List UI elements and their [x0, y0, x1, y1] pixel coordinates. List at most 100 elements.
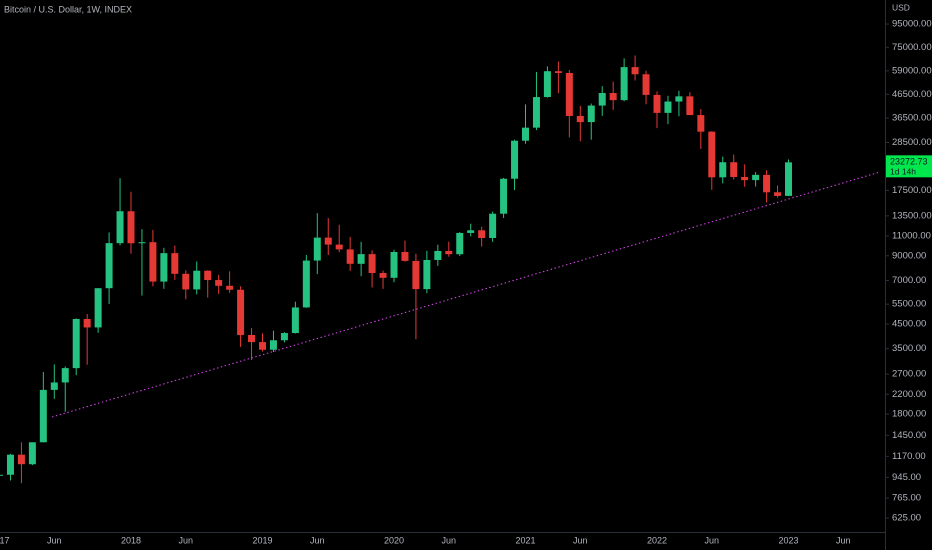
candle-body	[0, 474, 3, 476]
candle-body	[653, 94, 661, 113]
candle-body	[631, 67, 639, 75]
candle-body	[357, 254, 365, 264]
candle-body	[324, 237, 332, 245]
last-price-box	[886, 155, 932, 178]
candle-body	[774, 192, 782, 196]
candle-body	[116, 211, 124, 244]
y-tick-label: 75000.00	[892, 42, 932, 53]
candle-body	[302, 260, 310, 308]
candle-body	[434, 250, 442, 260]
candle-body	[61, 368, 69, 383]
x-tick-label: 2020	[384, 535, 404, 545]
candle-body	[445, 250, 453, 255]
candle-body	[215, 280, 223, 286]
candle-body	[785, 162, 792, 196]
candle-body	[94, 288, 102, 328]
x-tick-label: Jun	[442, 535, 457, 545]
x-tick-label: Jun	[573, 535, 588, 545]
candle-body	[675, 96, 683, 102]
candle-body	[412, 260, 420, 290]
candle-body	[226, 285, 234, 290]
candle-body	[160, 253, 168, 282]
candle-body	[138, 242, 146, 244]
chart-title: Bitcoin / U.S. Dollar, 1W, INDEX	[4, 4, 132, 14]
x-tick-label: Jun	[179, 535, 194, 545]
candle-body	[193, 270, 201, 290]
candle-body	[390, 251, 398, 278]
y-tick-label: 36500.00	[892, 113, 932, 124]
x-tick-label: 2018	[121, 535, 141, 545]
candle-body	[423, 259, 431, 290]
candle-body	[259, 342, 266, 350]
y-tick-label: 3500.00	[892, 343, 926, 354]
candle-body	[554, 71, 562, 73]
candle-body	[269, 340, 277, 350]
y-tick-label: 5500.00	[892, 299, 926, 310]
candle-body	[620, 67, 628, 101]
candle-body	[522, 127, 529, 141]
candle-body	[291, 307, 299, 334]
y-tick-label: 625.00	[892, 513, 921, 524]
plot-area	[0, 55, 792, 484]
y-tick-label: 1800.00	[892, 409, 926, 420]
candle-body	[664, 101, 672, 113]
candle-body	[741, 176, 749, 181]
candle-body	[6, 454, 14, 475]
candle-body	[39, 389, 47, 443]
candle-body	[543, 71, 551, 98]
candle-body	[500, 178, 508, 214]
x-tick-label: 2023	[778, 535, 798, 545]
candle-body	[642, 74, 650, 95]
y-tick-label: 95000.00	[892, 19, 932, 30]
candle-body	[28, 442, 36, 465]
candle-body	[489, 213, 497, 238]
y-tick-label: 9000.00	[892, 250, 926, 261]
x-tick-label: 2021	[515, 535, 535, 545]
candle-body	[609, 93, 617, 101]
y-tick-label: 1170.00	[892, 451, 926, 462]
y-tick-label: 2700.00	[892, 369, 926, 380]
candle-body	[313, 237, 321, 261]
candle-body	[708, 131, 716, 178]
candle-body	[50, 382, 58, 390]
x-tick-label: Jun	[310, 535, 325, 545]
x-tick-label: Jun	[836, 535, 851, 545]
candle-body	[467, 230, 475, 233]
y-tick-label: 59000.00	[892, 65, 932, 76]
candle-body	[248, 334, 256, 343]
y-tick-label: 765.00	[892, 493, 921, 504]
y-tick-label: 7000.00	[892, 275, 926, 286]
y-tick-label: 13500.00	[892, 210, 932, 221]
x-tick-label: 2019	[252, 535, 272, 545]
y-tick-label: 4500.00	[892, 318, 926, 329]
x-tick-label: Jun	[47, 535, 62, 545]
y-tick-label: 1450.00	[892, 430, 926, 441]
candle-body	[719, 162, 727, 178]
countdown-label: 1d 14h	[890, 167, 916, 177]
candle-body	[532, 97, 540, 128]
candle-body	[379, 273, 387, 278]
candle-body	[105, 243, 113, 289]
candle-body	[576, 115, 584, 123]
candle-body	[478, 230, 486, 238]
y-tick-label: 17500.00	[892, 185, 932, 196]
y-tick-label: 11000.00	[892, 231, 931, 242]
currency-label: USD	[892, 2, 910, 12]
y-tick-label: 28500.00	[892, 137, 932, 148]
candle-body	[697, 115, 705, 132]
candle-body	[763, 174, 771, 193]
candle-body	[83, 318, 91, 328]
candle-body	[565, 72, 573, 116]
candle-body	[730, 162, 738, 177]
last-price-label: 23272.73	[890, 157, 928, 167]
candle-body	[127, 211, 135, 244]
candle-body	[511, 140, 519, 179]
x-tick-label: 2017	[0, 535, 10, 545]
x-tick-label: 2022	[647, 535, 667, 545]
candle-body	[368, 254, 376, 274]
candle-body	[204, 270, 212, 281]
candle-body	[456, 232, 464, 255]
